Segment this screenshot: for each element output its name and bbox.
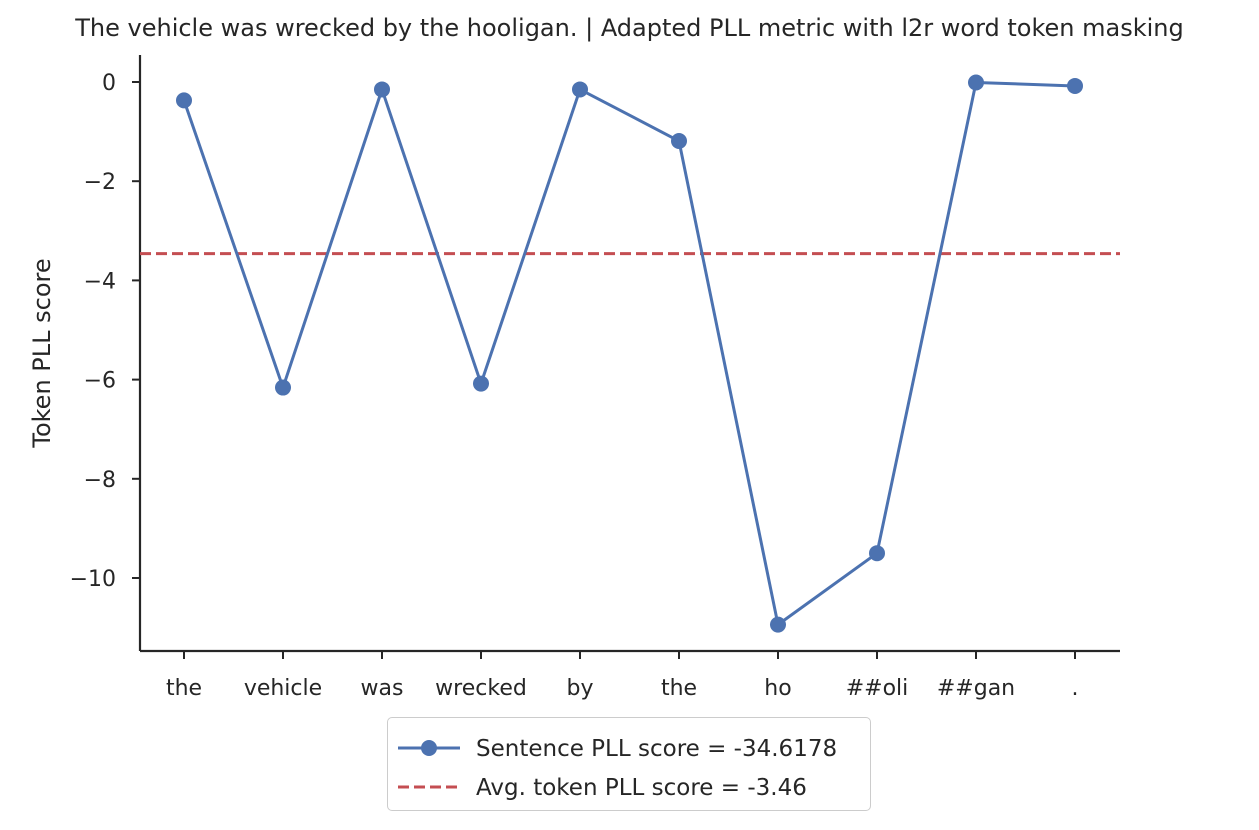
y-tick-label: −4	[84, 269, 116, 294]
legend-dashed-line-swatch	[398, 785, 460, 789]
legend-label-sentence-score: Sentence PLL score = -34.6178	[476, 736, 838, 762]
data-point	[869, 545, 885, 562]
x-tick-label: by	[567, 676, 594, 701]
y-tick-label: 0	[102, 71, 116, 96]
data-point	[1067, 77, 1083, 94]
data-point	[671, 133, 687, 150]
data-point	[572, 81, 588, 98]
data-point	[968, 74, 984, 91]
data-point	[275, 379, 291, 396]
y-tick-label: −6	[84, 369, 116, 394]
x-tick-label: the	[166, 676, 202, 701]
y-axis-label: Token PLL score	[28, 258, 56, 448]
x-tick-label: ##gan	[937, 676, 1015, 701]
x-tick-label: vehicle	[244, 676, 322, 701]
data-point	[176, 92, 192, 109]
data-point	[770, 616, 786, 633]
x-tick-label: ##oli	[846, 676, 909, 701]
legend-item-avg-token-score: Avg. token PLL score = -3.46	[388, 769, 870, 805]
y-tick-label: −2	[84, 170, 116, 195]
legend-label-avg-token-score: Avg. token PLL score = -3.46	[476, 775, 807, 801]
data-point	[473, 375, 489, 392]
x-tick-label: ho	[764, 676, 791, 701]
data-point	[374, 81, 390, 98]
chart-title: The vehicle was wrecked by the hooligan.…	[75, 14, 1184, 42]
y-tick-label: −10	[70, 567, 116, 592]
x-tick-label: the	[661, 676, 697, 701]
legend-item-sentence-score: Sentence PLL score = -34.6178	[388, 730, 870, 766]
chart-legend: Sentence PLL score = -34.6178 Avg. token…	[387, 717, 871, 811]
series-line	[182, 80, 1076, 627]
x-tick-label: was	[361, 676, 404, 701]
x-tick-label: wrecked	[435, 676, 527, 701]
x-tick-label: .	[1072, 676, 1079, 701]
legend-line-marker-swatch	[398, 740, 460, 756]
y-tick-label: −8	[84, 468, 116, 493]
